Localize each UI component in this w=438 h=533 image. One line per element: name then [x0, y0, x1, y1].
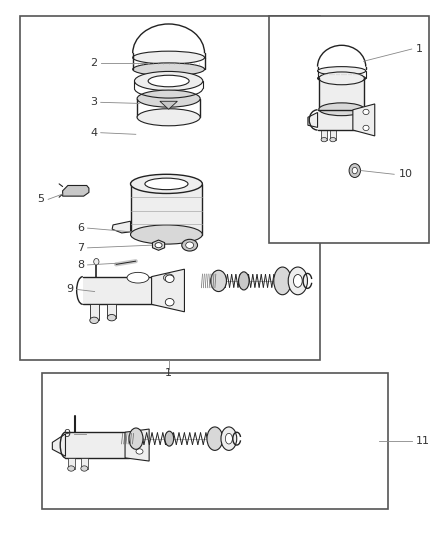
Text: 1: 1: [165, 368, 172, 378]
Ellipse shape: [81, 466, 88, 471]
Text: 1: 1: [416, 44, 423, 54]
Ellipse shape: [131, 174, 202, 193]
Bar: [318, 110, 357, 130]
Polygon shape: [63, 185, 89, 196]
Text: 6: 6: [77, 223, 84, 233]
Ellipse shape: [137, 90, 200, 107]
Ellipse shape: [319, 72, 364, 85]
Bar: [131, 184, 202, 235]
Bar: [42, 373, 388, 509]
Text: 5: 5: [38, 195, 45, 204]
Ellipse shape: [293, 274, 302, 287]
Ellipse shape: [221, 427, 237, 450]
Ellipse shape: [133, 63, 205, 76]
Bar: [67, 458, 74, 469]
Ellipse shape: [165, 431, 173, 446]
Bar: [20, 16, 320, 360]
Ellipse shape: [274, 267, 291, 295]
Ellipse shape: [148, 75, 189, 87]
Ellipse shape: [90, 317, 99, 324]
Bar: [66, 432, 129, 458]
Ellipse shape: [186, 242, 194, 248]
Ellipse shape: [131, 225, 202, 244]
Text: 8: 8: [77, 260, 84, 270]
Text: 4: 4: [90, 128, 97, 138]
Ellipse shape: [211, 270, 226, 292]
Ellipse shape: [318, 67, 366, 75]
Ellipse shape: [239, 272, 249, 290]
Ellipse shape: [207, 427, 223, 450]
Polygon shape: [308, 112, 318, 127]
Ellipse shape: [182, 239, 198, 251]
Ellipse shape: [165, 298, 174, 306]
Text: 3: 3: [90, 98, 97, 107]
Ellipse shape: [363, 125, 369, 131]
Polygon shape: [112, 221, 131, 233]
Polygon shape: [160, 101, 177, 109]
Polygon shape: [353, 104, 375, 136]
Bar: [330, 130, 336, 140]
Circle shape: [349, 164, 360, 177]
Polygon shape: [53, 434, 66, 456]
Ellipse shape: [288, 267, 307, 295]
Ellipse shape: [319, 103, 364, 116]
Ellipse shape: [94, 259, 99, 265]
Bar: [90, 304, 99, 320]
Bar: [81, 458, 88, 469]
Ellipse shape: [321, 138, 327, 142]
Ellipse shape: [155, 243, 162, 248]
Bar: [83, 277, 161, 304]
Text: 10: 10: [399, 169, 413, 179]
Bar: [321, 130, 327, 140]
Text: 7: 7: [77, 243, 84, 253]
Ellipse shape: [127, 272, 149, 283]
Bar: [107, 304, 116, 318]
Bar: [319, 78, 364, 109]
Ellipse shape: [129, 428, 143, 449]
Ellipse shape: [363, 109, 369, 115]
Ellipse shape: [136, 449, 143, 454]
Text: 11: 11: [416, 437, 430, 446]
Bar: [269, 16, 429, 243]
Ellipse shape: [352, 167, 357, 174]
Ellipse shape: [318, 74, 366, 83]
Text: 9: 9: [63, 430, 70, 439]
Text: 2: 2: [90, 58, 97, 68]
Ellipse shape: [133, 51, 205, 64]
Ellipse shape: [107, 314, 116, 321]
Ellipse shape: [226, 433, 233, 444]
Ellipse shape: [67, 466, 74, 471]
Ellipse shape: [165, 275, 174, 282]
Polygon shape: [152, 240, 165, 251]
Ellipse shape: [137, 109, 200, 126]
Polygon shape: [125, 429, 149, 461]
Ellipse shape: [136, 436, 143, 441]
Ellipse shape: [163, 274, 174, 281]
Ellipse shape: [145, 178, 188, 190]
Polygon shape: [133, 24, 205, 53]
Polygon shape: [152, 269, 184, 312]
Ellipse shape: [134, 71, 203, 91]
Text: 9: 9: [66, 285, 73, 294]
Ellipse shape: [330, 138, 336, 142]
